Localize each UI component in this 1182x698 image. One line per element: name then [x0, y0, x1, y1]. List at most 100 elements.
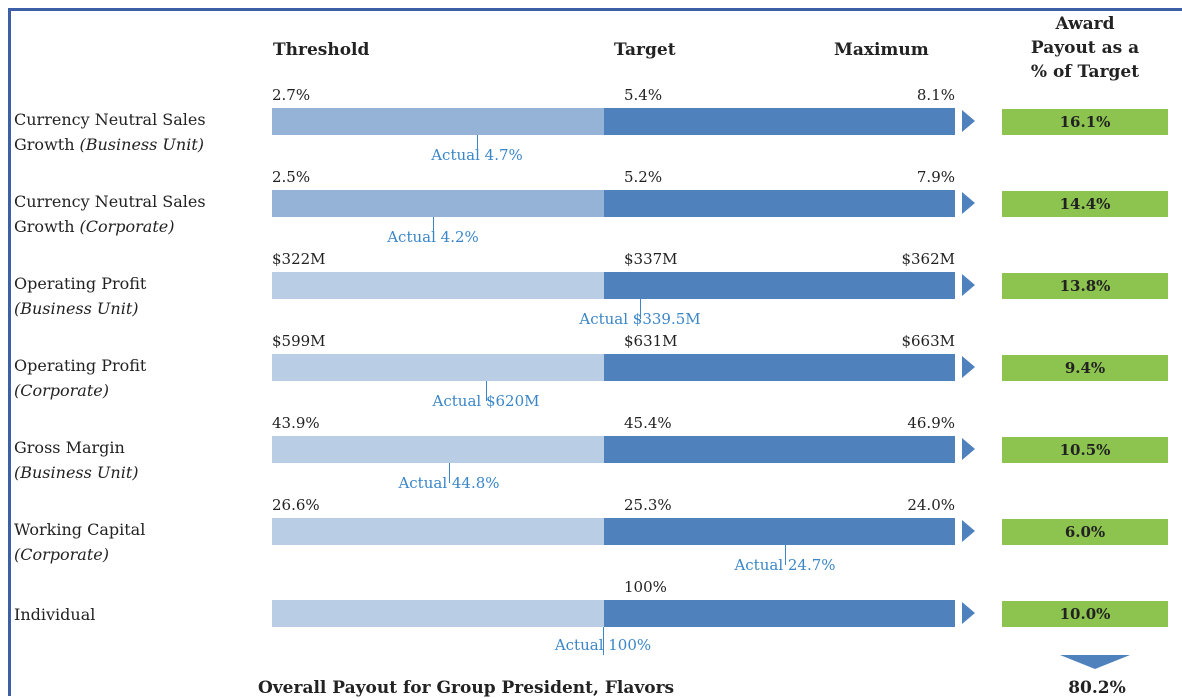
arrow [962, 274, 975, 296]
threshold-value: 2.7% [272, 86, 311, 104]
target-header: Target [614, 40, 676, 60]
footer-total: 80.2% [1068, 678, 1126, 698]
threshold-value: $599M [272, 332, 326, 350]
row-label: Growth (Business Unit) [14, 132, 204, 157]
arrow [962, 192, 975, 214]
maximum-value: $663M [901, 332, 955, 350]
label-text: Growth [14, 217, 75, 236]
actual-label: Actual 44.8% [398, 474, 500, 492]
bar-light [272, 436, 604, 463]
arrow [962, 438, 975, 460]
maximum-value: 46.9% [907, 414, 955, 432]
actual-tick [433, 217, 434, 237]
threshold-value: 43.9% [272, 414, 320, 432]
target-value: 45.4% [624, 414, 672, 432]
row-label: (Corporate) [14, 378, 109, 403]
maximum-value: 24.0% [907, 496, 955, 514]
target-value: $337M [624, 250, 678, 268]
label-text: Gross Margin [14, 438, 125, 457]
arrow [962, 520, 975, 542]
payout-box: 10.5% [1002, 437, 1168, 463]
actual-label: Actual 100% [554, 636, 652, 654]
row-label: (Business Unit) [14, 296, 139, 321]
label-qualifier: (Corporate) [79, 217, 175, 236]
footer-label: Overall Payout for Group President, Flav… [258, 678, 675, 698]
actual-tick [785, 545, 786, 565]
arrow [962, 356, 975, 378]
arrow [962, 110, 975, 132]
bar-dark [604, 436, 955, 463]
label-qualifier: (Corporate) [14, 381, 109, 400]
label-text: Currency Neutral Sales [14, 110, 206, 129]
payout-box: 16.1% [1002, 109, 1168, 135]
label-text: Currency Neutral Sales [14, 192, 206, 211]
payout-box: 6.0% [1002, 519, 1168, 545]
target-value: 5.4% [624, 86, 663, 104]
row-label: (Business Unit) [14, 460, 139, 485]
row-label: Working Capital [14, 517, 145, 542]
row-label: Currency Neutral Sales [14, 189, 206, 214]
label-text: Operating Profit [14, 356, 147, 375]
bar-light [272, 518, 604, 545]
bar-light [272, 190, 604, 217]
row-label: (Corporate) [14, 542, 109, 567]
actual-tick [486, 381, 487, 401]
actual-tick [477, 135, 478, 155]
bar-light [272, 108, 604, 135]
bar-light [272, 272, 604, 299]
label-text: Growth [14, 135, 75, 154]
maximum-value: 8.1% [916, 86, 955, 104]
row-label: Individual [14, 602, 95, 627]
threshold-value: $322M [272, 250, 326, 268]
bar-dark [604, 354, 955, 381]
bar-light [272, 354, 604, 381]
payout-box: 10.0% [1002, 601, 1168, 627]
label-qualifier: (Business Unit) [14, 299, 139, 318]
target-value: 5.2% [624, 168, 663, 186]
maximum-value: 7.9% [916, 168, 955, 186]
label-qualifier: (Corporate) [14, 545, 109, 564]
bar-dark [604, 108, 955, 135]
label-qualifier: (Business Unit) [79, 135, 205, 154]
target-value: 100% [624, 578, 667, 596]
bar-dark [604, 272, 955, 299]
award-header: Payout as a [1030, 38, 1140, 58]
label-text: Operating Profit [14, 274, 147, 293]
top-border [8, 8, 1182, 11]
threshold-value: 26.6% [272, 496, 320, 514]
actual-label: Actual 4.2% [387, 228, 479, 246]
payout-box: 13.8% [1002, 273, 1168, 299]
payout-box: 14.4% [1002, 191, 1168, 217]
actual-tick [603, 627, 604, 655]
row-label: Operating Profit [14, 271, 146, 296]
actual-tick [449, 463, 450, 483]
left-border [8, 8, 11, 696]
award-header: Award [1055, 14, 1115, 34]
threshold-header: Threshold [273, 40, 370, 60]
row-label: Currency Neutral Sales [14, 107, 206, 132]
label-text: Working Capital [14, 520, 146, 539]
label-text: Individual [14, 605, 96, 624]
row-label: Operating Profit [14, 353, 146, 378]
actual-tick [640, 299, 641, 319]
arrow [962, 602, 975, 624]
bar-dark [604, 190, 955, 217]
row-label: Growth (Corporate) [14, 214, 174, 239]
actual-label: Actual $620M [432, 392, 540, 410]
row-label: Gross Margin [14, 435, 125, 460]
target-value: 25.3% [624, 496, 672, 514]
maximum-header: Maximum [834, 40, 929, 60]
actual-label: Actual 24.7% [734, 556, 836, 574]
actual-label: Actual 4.7% [431, 146, 523, 164]
actual-label: Actual $339.5M [579, 310, 701, 328]
threshold-value: 2.5% [272, 168, 311, 186]
label-qualifier: (Business Unit) [14, 463, 139, 482]
bar-dark [604, 518, 955, 545]
down-arrow [1060, 655, 1130, 669]
payout-box: 9.4% [1002, 355, 1168, 381]
maximum-value: $362M [901, 250, 955, 268]
bar-dark [604, 600, 955, 627]
award-header: % of Target [1030, 62, 1140, 82]
target-value: $631M [624, 332, 678, 350]
